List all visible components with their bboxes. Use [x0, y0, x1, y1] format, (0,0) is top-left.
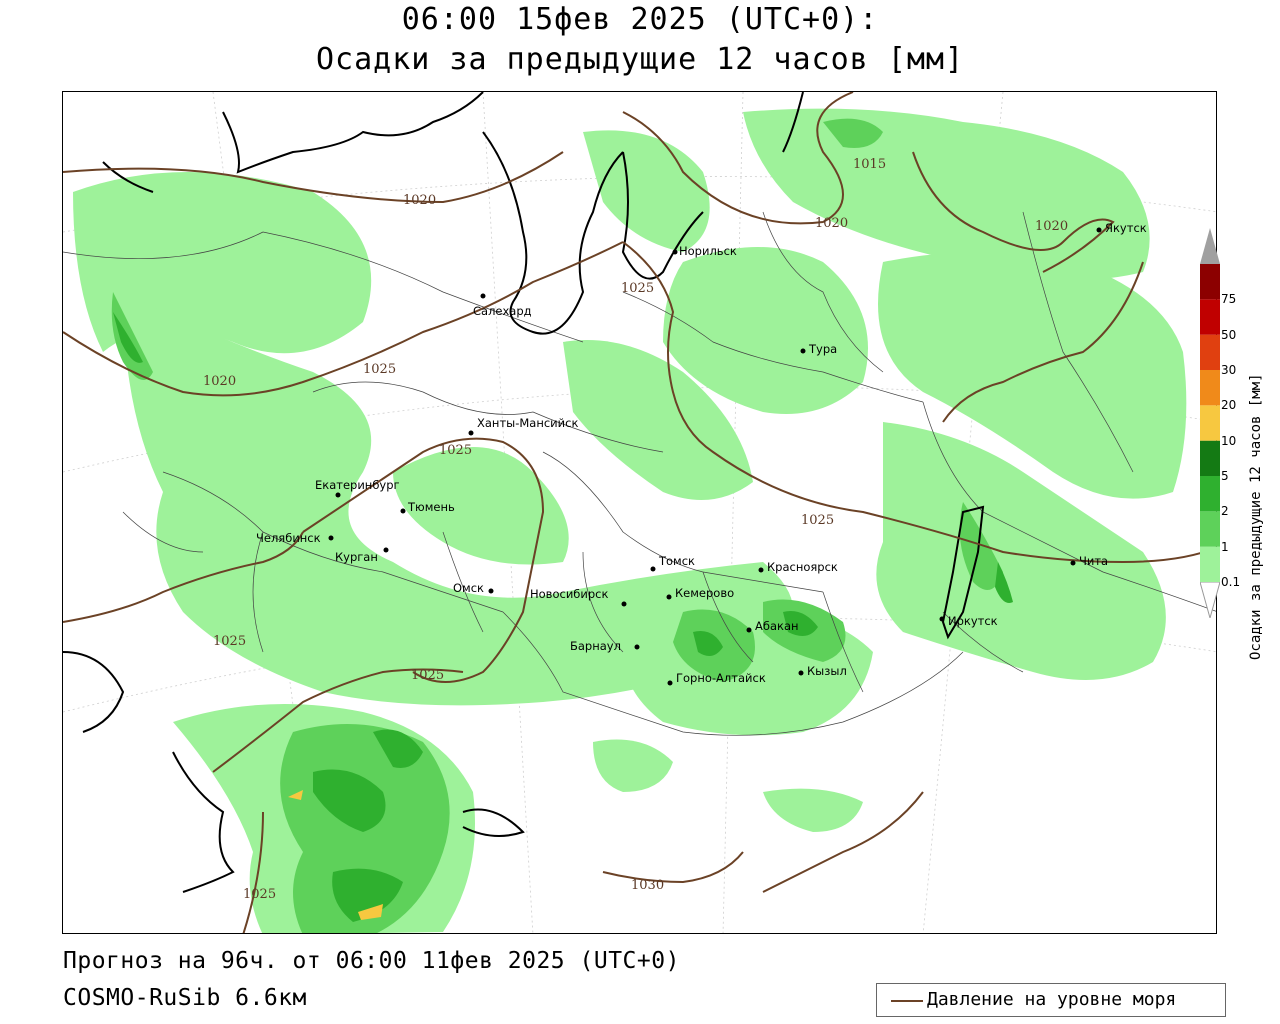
colorbar-tick-label: 10	[1221, 433, 1237, 448]
city-label: Челябинск	[256, 531, 321, 545]
colorbar-tick-label: 2	[1221, 504, 1229, 519]
city-label: Горно-Алтайск	[676, 671, 766, 685]
city-dot	[746, 627, 752, 633]
city-dot	[328, 535, 334, 541]
city-label: Салехард	[473, 304, 532, 318]
city-label: Екатеринбург	[315, 478, 400, 492]
colorbar-swatch	[1200, 511, 1220, 547]
city-label: Чита	[1079, 554, 1108, 568]
colorbar-under-triangle	[1199, 581, 1221, 620]
isobar-label: 1020	[403, 193, 436, 208]
colorbar-swatch	[1200, 264, 1220, 300]
isobar-label: 1020	[1035, 219, 1068, 234]
colorbar-swatch	[1200, 405, 1220, 441]
precip-light	[73, 108, 1187, 933]
city-dot	[650, 566, 656, 572]
isobar-label: 1025	[411, 668, 444, 683]
isobar-label: 1020	[815, 216, 848, 231]
forecast-info: Прогноз на 96ч. от 06:00 11фев 2025 (UTC…	[63, 948, 680, 974]
city-label: Абакан	[755, 619, 799, 633]
isobar-label: 1025	[363, 362, 396, 377]
colorbar-tick-label: 30	[1221, 363, 1237, 377]
city-dot	[1096, 227, 1102, 233]
city-label: Тура	[808, 342, 837, 356]
isobar-label: 1025	[213, 634, 246, 649]
city-label: Новосибирск	[530, 587, 608, 601]
colorbar-tick-label: 20	[1221, 398, 1237, 413]
city-dot	[1070, 560, 1076, 566]
city-dot	[758, 567, 764, 573]
colorbar-swatches	[1199, 228, 1221, 620]
city-label: Якутск	[1105, 221, 1147, 235]
city-dot	[667, 680, 673, 686]
colorbar-swatch	[1200, 476, 1220, 512]
isobar-label: 1025	[801, 513, 834, 528]
region-borders	[63, 211, 1216, 736]
colorbar	[1199, 228, 1221, 620]
map-subtitle: Осадки за предыдущие 12 часов [мм]	[315, 42, 965, 77]
city-dot	[939, 616, 945, 622]
precipitation-map: 1015 1020 1020 1020 1020 1025 1025 1025 …	[62, 91, 1217, 934]
legend-line-swatch	[891, 1000, 923, 1002]
city-label: Омск	[453, 581, 484, 595]
city-label: Ханты-Мансийск	[477, 416, 578, 430]
colorbar-tick-label: 50	[1221, 327, 1237, 342]
city-dot	[634, 644, 640, 650]
colorbar-swatch	[1200, 299, 1220, 335]
isobars	[63, 92, 1216, 933]
city-label: Барнаул	[570, 639, 621, 653]
city-dot	[400, 508, 406, 514]
colorbar-tick-label: 5	[1221, 469, 1229, 483]
colorbar-swatch	[1200, 370, 1220, 406]
isobar-label: 1025	[439, 443, 472, 458]
city-label: Кызыл	[807, 664, 847, 678]
colorbar-swatch	[1200, 546, 1220, 582]
city-dot	[666, 594, 672, 600]
isobar-label: 1025	[243, 887, 276, 902]
city-dot	[468, 430, 474, 436]
city-label: Иркутск	[948, 614, 998, 628]
map-canvas: 1015 1020 1020 1020 1020 1025 1025 1025 …	[63, 92, 1216, 933]
isobar-label: 1020	[203, 374, 236, 389]
city-label: Кемерово	[675, 586, 734, 600]
precip-heavy	[288, 790, 383, 920]
city-label: Красноярск	[767, 560, 838, 574]
city-dot	[335, 492, 341, 498]
city-label: Тюмень	[407, 500, 455, 514]
isobar-label: 1030	[631, 878, 664, 893]
city-dot	[672, 249, 678, 255]
isobar-label: 1015	[853, 157, 886, 172]
colorbar-over-triangle	[1200, 228, 1220, 264]
city-dot	[798, 670, 804, 676]
city-dot	[488, 588, 494, 594]
city-label: Томск	[658, 554, 695, 568]
city-label: Норильск	[679, 244, 737, 258]
model-name: COSMO-RuSib 6.6км	[63, 985, 307, 1011]
map-title: 06:00 15фев 2025 (UTC+0):	[401, 2, 879, 37]
cities: Норильск Салехард Тура Якутск Ханты-Манс…	[256, 221, 1147, 686]
precip-dark	[113, 312, 1013, 922]
city-dot	[480, 293, 486, 299]
isobar-labels: 1015 1020 1020 1020 1020 1025 1025 1025 …	[203, 157, 1068, 902]
coastline	[63, 92, 985, 893]
isobar-label: 1025	[621, 281, 654, 296]
legend: Давление на уровне моря	[876, 983, 1226, 1017]
colorbar-tick-label: 0.1	[1221, 575, 1241, 589]
city-dot	[383, 547, 389, 553]
city-dot	[800, 348, 806, 354]
colorbar-title: Осадки за предыдущие 12 часов [мм]	[1248, 373, 1264, 660]
legend-label: Давление на уровне моря	[927, 989, 1177, 1010]
colorbar-tick-label: 1	[1221, 539, 1229, 554]
colorbar-swatch	[1200, 334, 1220, 370]
city-label: Курган	[335, 550, 378, 564]
city-dot	[621, 601, 627, 607]
colorbar-swatch	[1200, 440, 1220, 476]
colorbar-tick-label: 75	[1221, 292, 1237, 307]
